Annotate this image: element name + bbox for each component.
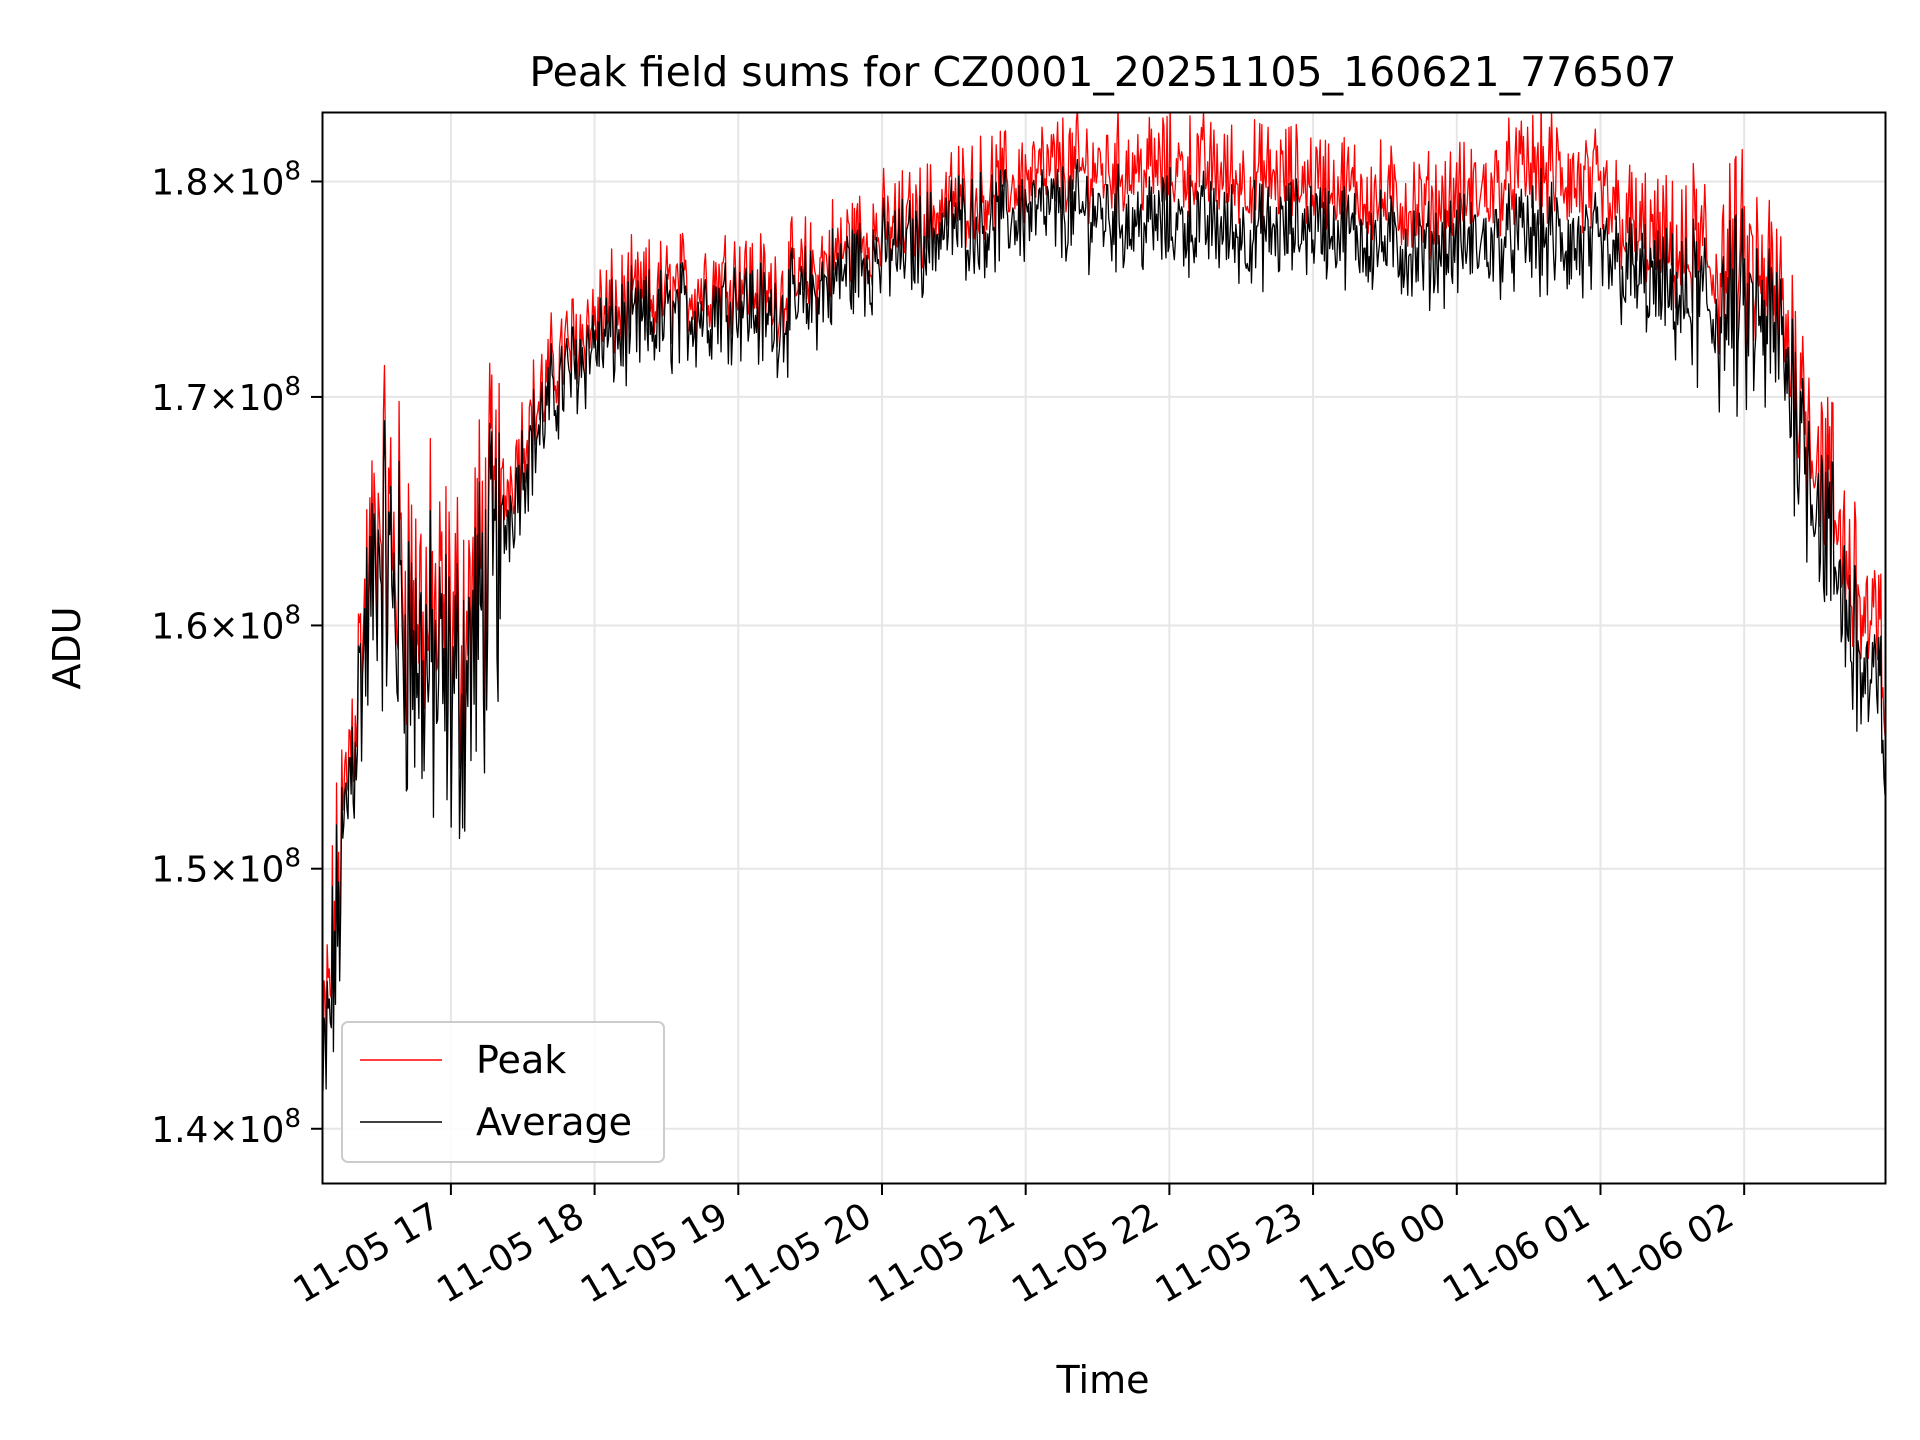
y-tick-label: 1.7×108	[151, 372, 301, 419]
plot-frame	[321, 111, 1887, 1185]
legend-label-peak: Peak	[476, 1038, 566, 1082]
plot-series	[323, 113, 1885, 1092]
series-line-peak	[323, 113, 1885, 1063]
y-axis-label: ADU	[45, 606, 89, 689]
y-tick-label: 1.5×108	[151, 844, 301, 891]
legend: Peak Average	[341, 1021, 665, 1163]
y-axis: 1.4×108 1.5×108 1.6×108 1.7×108 1.8×108	[151, 156, 323, 1151]
y-tick-label: 1.4×108	[151, 1104, 301, 1151]
legend-box	[341, 1021, 665, 1163]
series-line-average	[323, 158, 1885, 1092]
x-axis-label: Time	[1056, 1358, 1150, 1402]
chart-title: Peak field sums for CZ0001_20251105_1606…	[529, 48, 1676, 96]
legend-label-average: Average	[476, 1100, 632, 1144]
series-layer	[323, 113, 1885, 1092]
y-tick-label: 1.8×108	[151, 156, 301, 203]
y-tick-label: 1.6×108	[151, 600, 301, 647]
